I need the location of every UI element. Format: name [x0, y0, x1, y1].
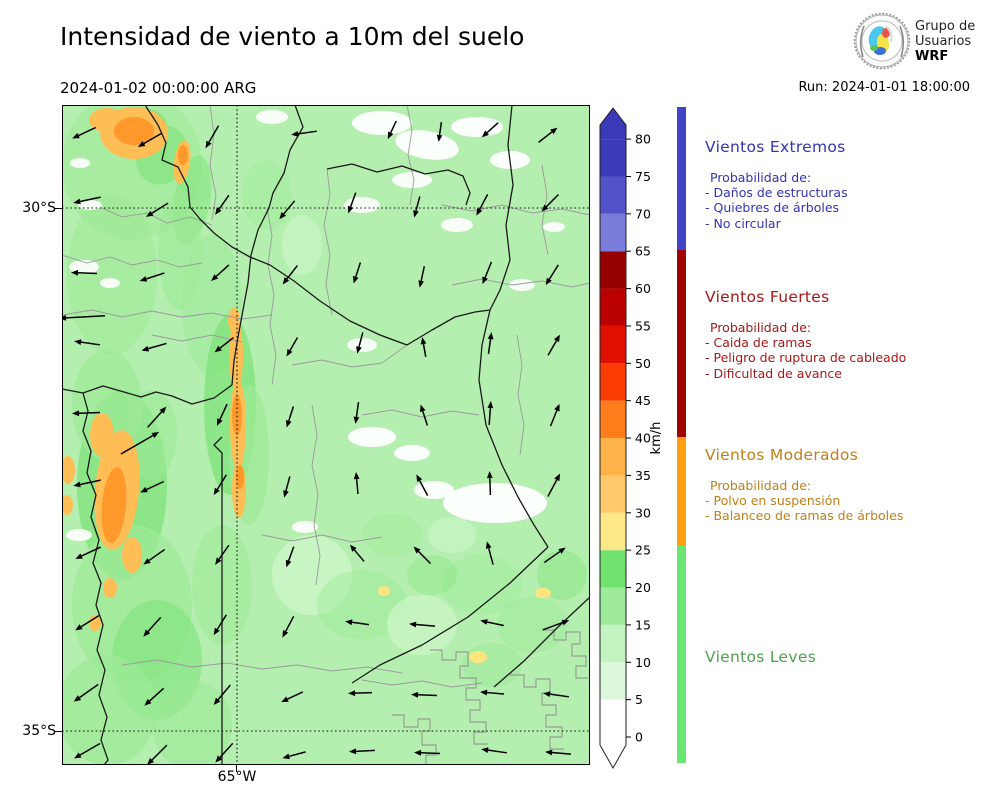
svg-text:40: 40: [635, 431, 651, 446]
svg-text:25: 25: [635, 543, 651, 558]
svg-text:75: 75: [635, 169, 651, 184]
colorbar-unit-label: km/h: [649, 422, 664, 455]
strip-segment-0: [677, 107, 686, 250]
svg-text:45: 45: [635, 393, 651, 408]
legend-item: - Balanceo de ramas de árboles: [705, 508, 904, 524]
logo-line-2: Usuarios: [915, 33, 972, 49]
legend-section-title: Vientos Fuertes: [705, 288, 830, 306]
legend-item: - Polvo en suspensión: [705, 493, 841, 509]
legend-probability-label: Probabilidad de:: [710, 478, 812, 493]
legend-section-vientos-moderados: Vientos Moderados Probabilidad de: - Polvo…: [705, 446, 990, 524]
lon-tick-65w: [236, 765, 237, 772]
legend-item: - Peligro de ruptura de cableado: [705, 350, 907, 366]
legend-section-vientos-fuertes: Vientos Fuertes Probabilidad de: - Caida d…: [705, 288, 990, 381]
wrf-users-group-logo: Grupo de Usuarios WRF: [853, 10, 998, 72]
legend-section-vientos-leves: Vientos Leves: [705, 648, 990, 666]
legend-item: - No circular: [705, 215, 781, 231]
svg-text:30: 30: [635, 505, 651, 520]
legend-section-title: Vientos Leves: [705, 648, 817, 666]
lat-label-30s: 30°S: [22, 200, 56, 216]
legend-section-vientos-extremos: Vientos Extremos Probabilidad de: - Daños …: [705, 138, 990, 231]
legend-section-body: Probabilidad de: - Daños de estructuras - …: [705, 170, 990, 231]
svg-text:20: 20: [635, 580, 651, 595]
logo-line-1: Grupo de: [915, 18, 976, 34]
wind-arrows: [62, 120, 572, 765]
svg-text:50: 50: [635, 356, 651, 371]
svg-text:70: 70: [635, 206, 651, 221]
lat-tick-30s: [55, 208, 62, 209]
svg-text:35: 35: [635, 468, 651, 483]
svg-text:60: 60: [635, 281, 651, 296]
colorbar: 0 5 10 15 20 25 30 35 40 45 50 55 60 65 70 75 80 km/h: [599, 107, 664, 770]
lat-tick-35s: [55, 731, 62, 732]
svg-text:80: 80: [635, 132, 651, 147]
svg-text:0: 0: [635, 730, 643, 745]
lat-label-35s: 35°S: [22, 723, 56, 739]
legend-section-title: Vientos Extremos: [705, 138, 846, 156]
legend-item: - Caida de ramas: [705, 335, 812, 351]
legend-item: - Dificultad de avance: [705, 365, 842, 381]
legend-probability-label: Probabilidad de:: [710, 320, 812, 335]
svg-text:65: 65: [635, 244, 651, 259]
legend-item: - Daños de estructuras: [705, 185, 848, 201]
svg-text:5: 5: [635, 692, 643, 707]
logo-line-wrf: WRF: [915, 48, 949, 64]
valid-time-label: 2024-01-02 00:00:00 ARG: [60, 79, 257, 97]
legend-section-title: Vientos Moderados: [705, 446, 859, 464]
page-title: Intensidad de viento a 10m del suelo: [60, 22, 525, 51]
model-run-label: Run: 2024-01-01 18:00:00: [798, 80, 970, 95]
logo-text: Grupo de Usuarios WRF: [915, 19, 975, 64]
strip-segment-2: [677, 437, 686, 546]
svg-text:55: 55: [635, 318, 651, 333]
wind-map-canvas: [62, 105, 590, 765]
legend-item: - Quiebres de árboles: [705, 200, 840, 216]
svg-text:15: 15: [635, 617, 651, 632]
legend-probability-label: Probabilidad de:: [710, 170, 812, 185]
legend-section-body: Probabilidad de: - Caida de ramas - Peligr…: [705, 320, 990, 381]
legend-section-body: Probabilidad de: - Polvo en suspensión - B…: [705, 478, 990, 524]
strip-segment-3: [677, 546, 686, 763]
strip-segment-1: [677, 250, 686, 437]
lon-label-65w: 65°W: [217, 769, 257, 785]
globe-logo-icon: [853, 12, 911, 70]
svg-text:10: 10: [635, 655, 651, 670]
